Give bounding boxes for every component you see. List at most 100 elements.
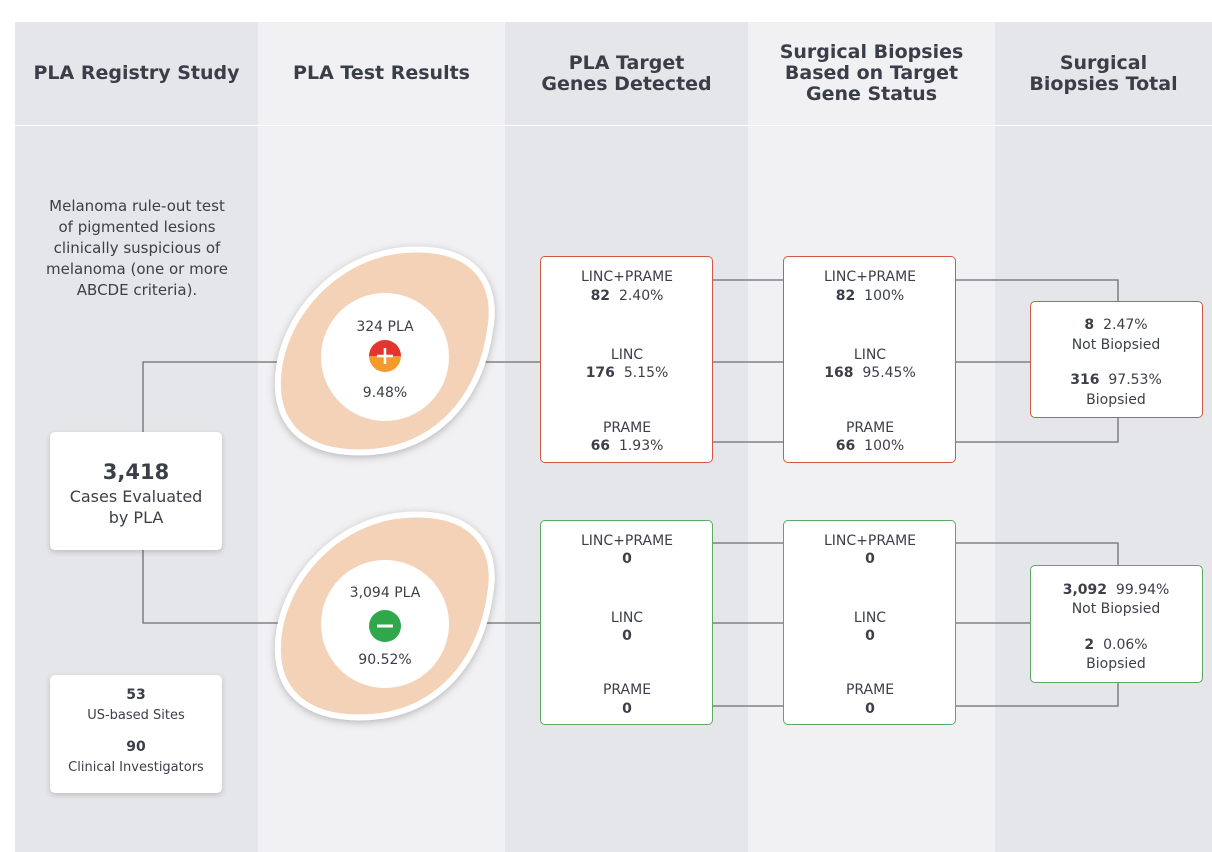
title-line: Surgical Biopsies <box>780 42 964 63</box>
row-value: 82 100% <box>836 287 904 305</box>
row-label: LINC+PRAME <box>581 532 673 550</box>
description-line: clinically suspicious of <box>54 239 221 258</box>
cases-count: 3,418 <box>103 460 169 485</box>
count: 3,418 <box>103 460 169 484</box>
count: 0 <box>865 628 875 644</box>
text: melanoma (one or more <box>46 260 228 278</box>
site-label: Clinical Investigators <box>68 759 204 776</box>
description-line: ABCDE criteria). <box>77 281 197 300</box>
row-label: LINC+PRAME <box>824 268 916 286</box>
title-line: Biopsies Total <box>1029 74 1177 95</box>
row-value: 0 <box>865 627 875 645</box>
text: Melanoma rule-out test <box>49 197 225 215</box>
label: LINC <box>854 610 886 626</box>
text: Cases Evaluated <box>70 487 203 506</box>
total-value: 316 97.53% <box>1070 371 1162 389</box>
count: 0 <box>865 551 875 567</box>
column-title: Surgical BiopsiesBased on TargetGene Sta… <box>748 22 995 125</box>
label: US-based Sites <box>87 708 185 723</box>
text: clinically suspicious of <box>54 239 221 257</box>
count: 82 <box>836 288 855 304</box>
label: LINC+PRAME <box>581 533 673 549</box>
result-percent: 90.52% <box>358 651 411 669</box>
row-label: LINC+PRAME <box>824 532 916 550</box>
total-value: 8 2.47% <box>1084 316 1147 334</box>
row-value: 0 <box>865 700 875 718</box>
percent: 0.06% <box>1103 637 1147 653</box>
total-label: Biopsied <box>1086 655 1146 673</box>
title-line: Surgical <box>1060 53 1147 74</box>
label: LINC <box>611 347 643 363</box>
label: Biopsied <box>1086 392 1146 408</box>
count: 66 <box>591 438 610 454</box>
site-count: 53 <box>126 686 145 704</box>
percent: 97.53% <box>1108 372 1161 388</box>
percent: 100% <box>864 438 904 454</box>
row-label: LINC <box>854 346 886 364</box>
count: 8 <box>1084 317 1094 333</box>
label: Clinical Investigators <box>68 760 204 775</box>
cases-line: by PLA <box>109 508 164 528</box>
row-value: 0 <box>622 627 632 645</box>
count: 2 <box>1084 637 1094 653</box>
row-value: 0 <box>622 550 632 568</box>
row-label: LINC <box>854 609 886 627</box>
count: 176 <box>586 365 615 381</box>
total-label: Biopsied <box>1086 391 1146 409</box>
row-value: 82 2.40% <box>591 287 664 305</box>
percent: 5.15% <box>624 365 668 381</box>
title-line: Based on Target <box>785 63 958 84</box>
title-line: PLA Target <box>569 53 685 74</box>
percent: 90.52% <box>358 652 411 668</box>
total-label: Not Biopsied <box>1072 336 1161 354</box>
row-label: PRAME <box>603 681 651 699</box>
description-line: of pigmented lesions <box>58 218 215 237</box>
percent: 1.93% <box>619 438 663 454</box>
row-label: LINC+PRAME <box>581 268 673 286</box>
text: of pigmented lesions <box>58 218 215 236</box>
text: by PLA <box>109 508 164 527</box>
text: ABCDE criteria). <box>77 281 197 299</box>
count: 3,092 <box>1063 582 1107 598</box>
label: Not Biopsied <box>1072 337 1161 353</box>
percent: 99.94% <box>1116 582 1169 598</box>
label: LINC <box>611 610 643 626</box>
label: Biopsied <box>1086 656 1146 672</box>
total-value: 3,092 99.94% <box>1063 581 1170 599</box>
diagram: PLA Registry Study PLA Test Results PLA … <box>0 0 1212 852</box>
count: 316 <box>1070 372 1099 388</box>
row-value: 66 100% <box>836 437 904 455</box>
count: 0 <box>865 701 875 717</box>
count: 82 <box>591 288 610 304</box>
percent: 2.47% <box>1103 317 1147 333</box>
count: 168 <box>824 365 853 381</box>
row-label: PRAME <box>603 419 651 437</box>
count: 90 <box>126 739 145 755</box>
result-count: 3,094 PLA <box>350 584 421 602</box>
row-label: LINC <box>611 346 643 364</box>
percent: 9.48% <box>363 385 407 401</box>
result-count: 324 PLA <box>356 318 413 336</box>
label: PRAME <box>846 682 894 698</box>
row-value: 0 <box>865 550 875 568</box>
count: 3,094 PLA <box>350 585 421 601</box>
percent: 2.40% <box>619 288 663 304</box>
description-line: melanoma (one or more <box>46 260 228 279</box>
row-label: PRAME <box>846 419 894 437</box>
site-count: 90 <box>126 738 145 756</box>
label: LINC <box>854 347 886 363</box>
label: Not Biopsied <box>1072 601 1161 617</box>
count: 0 <box>622 628 632 644</box>
label: PRAME <box>846 420 894 436</box>
percent: 95.45% <box>862 365 915 381</box>
label: PRAME <box>603 420 651 436</box>
label: LINC+PRAME <box>824 533 916 549</box>
row-label: LINC <box>611 609 643 627</box>
total-value: 2 0.06% <box>1084 636 1147 654</box>
column-title: PLA Test Results <box>258 22 505 125</box>
title-line: Genes Detected <box>541 74 711 95</box>
title-line: PLA Registry Study <box>33 63 239 84</box>
row-value: 176 5.15% <box>586 364 669 382</box>
